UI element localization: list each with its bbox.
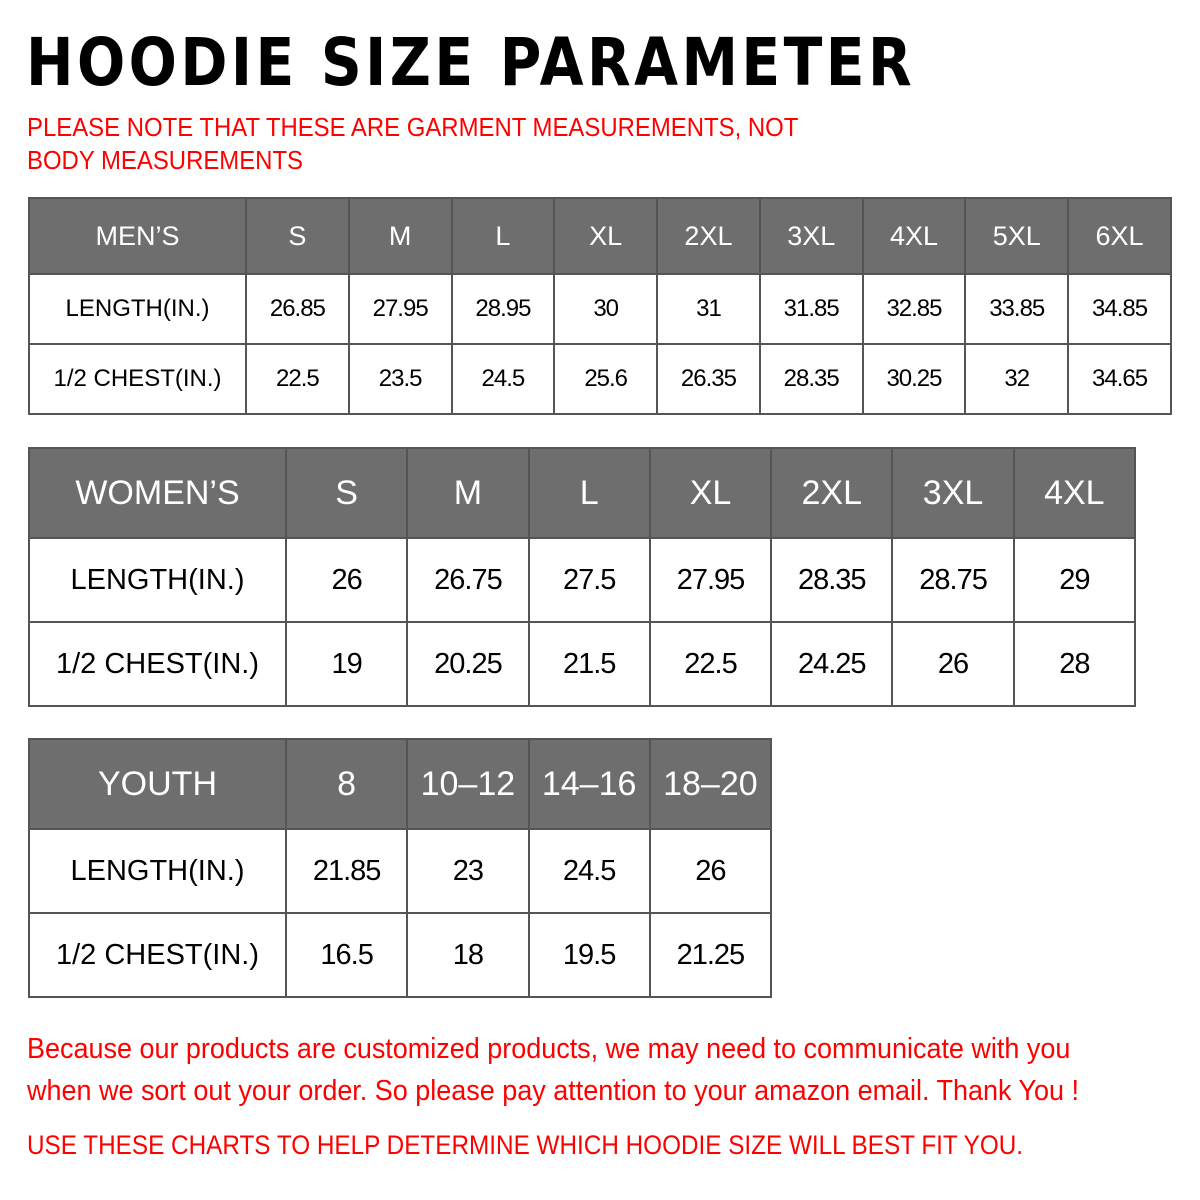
measurement-label: LENGTH(IN.) [28, 273, 247, 345]
measurement-value: 26.35 [656, 343, 761, 415]
measurement-value: 30 [553, 273, 659, 345]
size-header: 8 [284, 738, 409, 830]
size-header: 3XL [758, 197, 864, 275]
youth-size-table: YOUTH 8 10–12 14–16 18–20 LENGTH(IN.) 21.85 23 2… [28, 738, 773, 998]
size-header: S [284, 447, 409, 539]
table-row: LENGTH(IN.) 26.85 27.95 28.95 30 31 31.85 32.85… [28, 273, 1172, 345]
measurement-value: 26.75 [406, 537, 530, 623]
measurement-value: 32.85 [861, 273, 967, 345]
measurement-label: LENGTH(IN.) [28, 537, 287, 623]
measurement-label: 1/2 CHEST(IN.) [28, 343, 247, 415]
size-header: 4XL [861, 197, 967, 275]
size-header: XL [553, 197, 659, 275]
measurement-value: 22.5 [245, 343, 350, 415]
measurement-value: 28.95 [450, 273, 556, 345]
measurement-value: 27.95 [648, 537, 773, 623]
measurement-value: 24.25 [770, 621, 894, 707]
measurement-value: 23.5 [347, 343, 453, 415]
table-row: 1/2 CHEST(IN.) 16.5 18 19.5 21.25 [28, 912, 773, 998]
table-header-row: WOMEN’S S M L XL 2XL 3XL 4XL [28, 447, 1137, 539]
measurement-value: 20.25 [406, 621, 530, 707]
measurement-value: 21.25 [648, 912, 773, 998]
measurement-value: 28.75 [891, 537, 1015, 623]
measurement-value: 30.25 [861, 343, 967, 415]
measurement-value: 24.5 [527, 828, 651, 914]
table-category-label: MEN’S [28, 197, 247, 275]
size-header: L [450, 197, 556, 275]
measurement-value: 25.6 [553, 343, 659, 415]
measurement-value: 22.5 [648, 621, 773, 707]
measurement-value: 21.5 [527, 621, 651, 707]
size-header: 5XL [964, 197, 1070, 275]
measurement-value: 28.35 [758, 343, 864, 415]
size-advice: USE THESE CHARTS TO HELP DETERMINE WHICH… [27, 1130, 1024, 1160]
page-title: HOODIE SIZE PARAMETER [26, 24, 916, 101]
table-row: 1/2 CHEST(IN.) 19 20.25 21.5 22.5 24.25 26 28 [28, 621, 1137, 707]
measurement-value: 23 [406, 828, 530, 914]
measurement-value: 29 [1012, 537, 1137, 623]
table-category-label: WOMEN’S [28, 447, 287, 539]
measurement-value: 33.85 [964, 273, 1070, 345]
size-header: M [406, 447, 530, 539]
measurement-value: 16.5 [284, 912, 409, 998]
size-header: S [245, 197, 350, 275]
size-header: 2XL [656, 197, 761, 275]
size-header: XL [648, 447, 773, 539]
table-row: LENGTH(IN.) 26 26.75 27.5 27.95 28.35 28.75 29 [28, 537, 1137, 623]
size-header: L [527, 447, 651, 539]
measurement-value: 26 [284, 537, 409, 623]
size-header: 2XL [770, 447, 894, 539]
measurement-value: 21.85 [284, 828, 409, 914]
measurement-value: 31.85 [758, 273, 864, 345]
measurement-label: LENGTH(IN.) [28, 828, 287, 914]
measurement-value: 32 [964, 343, 1070, 415]
size-header: 18–20 [648, 738, 773, 830]
measurement-value: 26 [648, 828, 773, 914]
measurement-value: 28.35 [770, 537, 894, 623]
size-header: 10–12 [406, 738, 530, 830]
measurement-value: 19 [284, 621, 409, 707]
measurement-value: 31 [656, 273, 761, 345]
table-header-row: YOUTH 8 10–12 14–16 18–20 [28, 738, 773, 830]
table-row: 1/2 CHEST(IN.) 22.5 23.5 24.5 25.6 26.35 28.35… [28, 343, 1172, 415]
table-row: LENGTH(IN.) 21.85 23 24.5 26 [28, 828, 773, 914]
measurement-value: 26.85 [245, 273, 350, 345]
measurement-value: 27.5 [527, 537, 651, 623]
size-header: 4XL [1012, 447, 1137, 539]
customization-notice: Because our products are customized prod… [27, 1033, 1079, 1107]
measurement-value: 18 [406, 912, 530, 998]
size-header: 14–16 [527, 738, 651, 830]
women-size-table: WOMEN’S S M L XL 2XL 3XL 4XL LENGTH(IN.) 26 26.75 2… [28, 447, 1137, 707]
size-header: M [347, 197, 453, 275]
measurement-value: 24.5 [450, 343, 556, 415]
table-header-row: MEN’S S M L XL 2XL 3XL 4XL 5XL 6XL [28, 197, 1172, 275]
men-size-table: MEN’S S M L XL 2XL 3XL 4XL 5XL 6XL LENGTH(IN.) 26.8… [28, 197, 1172, 415]
garment-measurement-note: PLEASE NOTE THAT THESE ARE GARMENT MEASU… [27, 112, 798, 175]
measurement-value: 34.65 [1067, 343, 1172, 415]
table-category-label: YOUTH [28, 738, 287, 830]
measurement-value: 19.5 [527, 912, 651, 998]
measurement-value: 27.95 [347, 273, 453, 345]
size-header: 6XL [1067, 197, 1172, 275]
measurement-value: 26 [891, 621, 1015, 707]
size-header: 3XL [891, 447, 1015, 539]
measurement-label: 1/2 CHEST(IN.) [28, 621, 287, 707]
measurement-value: 34.85 [1067, 273, 1172, 345]
measurement-value: 28 [1012, 621, 1137, 707]
measurement-label: 1/2 CHEST(IN.) [28, 912, 287, 998]
